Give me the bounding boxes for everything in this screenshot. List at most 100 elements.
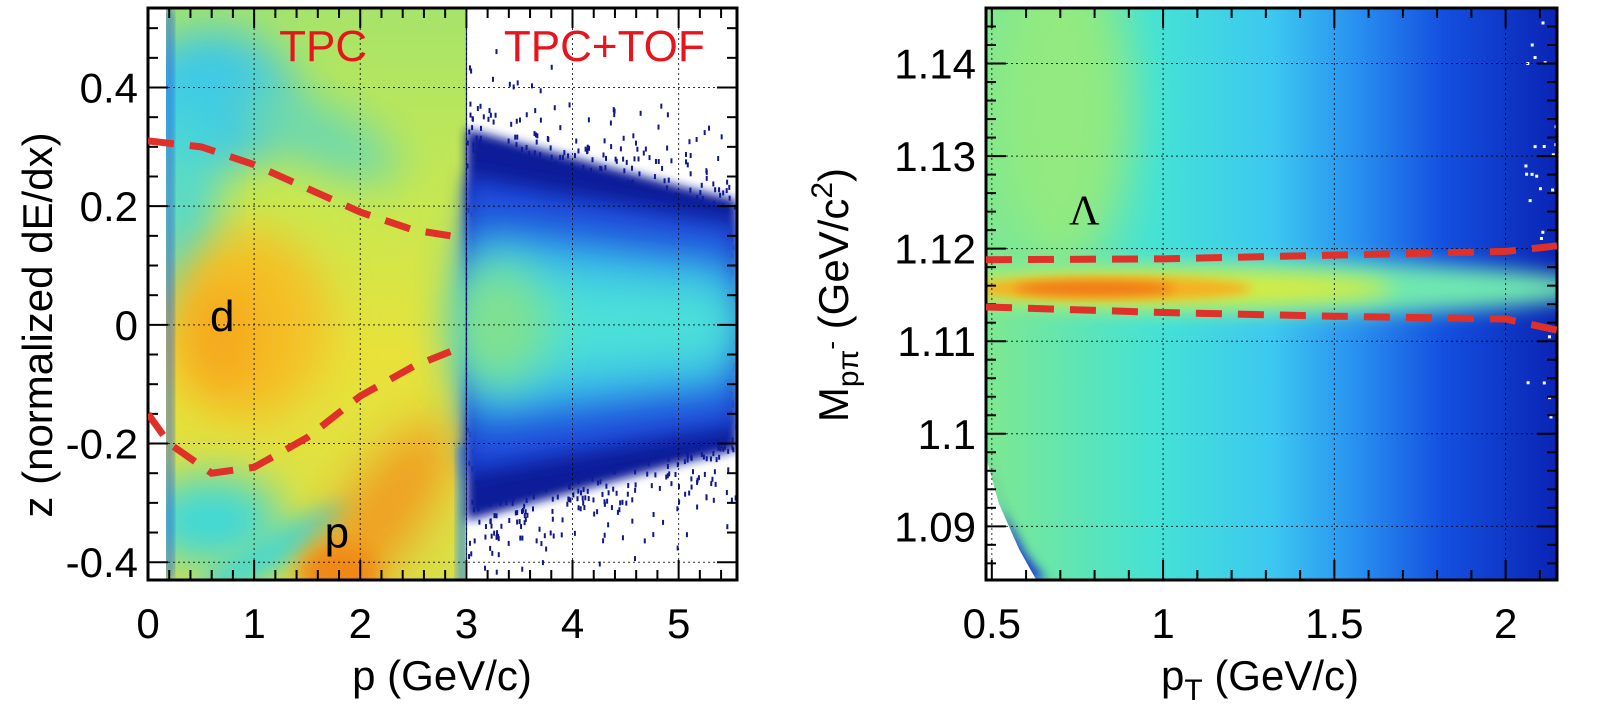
heatmap-point	[470, 68, 473, 74]
heatmap-point	[727, 467, 730, 473]
heatmap-empty-bin	[1530, 43, 1534, 47]
heatmap-point	[519, 535, 522, 541]
heatmap-point	[607, 522, 610, 528]
heatmap-point	[491, 550, 494, 556]
heatmap-empty-bin	[1528, 199, 1532, 203]
heatmap-point	[662, 519, 665, 525]
heatmap-point	[714, 187, 717, 193]
heatmap-point	[627, 483, 630, 489]
heatmap-point	[685, 151, 688, 157]
heatmap-point	[592, 497, 595, 503]
heatmap-point	[685, 532, 688, 538]
heatmap-point	[654, 158, 657, 164]
heatmap-point	[658, 485, 661, 491]
heatmap-point	[714, 481, 717, 487]
heatmap-point	[638, 171, 641, 177]
heatmap-point	[547, 137, 550, 143]
heatmap-point	[586, 149, 589, 155]
heatmap-empty-bin	[1542, 381, 1546, 385]
heatmap-empty-bin	[1549, 415, 1553, 419]
heatmap-point	[632, 133, 635, 139]
heatmap-point	[718, 187, 721, 193]
heatmap-point	[553, 105, 556, 111]
heatmap-point	[518, 519, 521, 525]
heatmap-point	[484, 534, 487, 540]
heatmap-point	[573, 153, 576, 159]
heatmap-point	[550, 64, 553, 70]
heatmap-point	[603, 501, 606, 507]
cut-line-lower	[148, 348, 452, 477]
heatmap-point	[728, 195, 731, 201]
heatmap-point	[726, 179, 729, 185]
heatmap-point	[479, 125, 482, 131]
heatmap-point	[605, 155, 608, 161]
y-axis-title: z (normalized dE/dx)	[14, 132, 61, 517]
heatmap-point	[581, 495, 584, 501]
heatmap-point	[538, 526, 541, 532]
heatmap-point	[580, 490, 583, 496]
x-tick-label: 2	[349, 600, 372, 647]
heatmap-point	[588, 145, 591, 151]
heatmap-point	[725, 188, 728, 194]
heatmap-point	[616, 509, 619, 515]
y-tick-label: 0.4	[80, 65, 138, 112]
heatmap-cell	[990, 8, 1131, 270]
x-tick-label: 0.5	[963, 600, 1021, 647]
heatmap-point	[487, 116, 490, 122]
heatmap-point	[631, 518, 634, 524]
heatmap-point	[522, 507, 525, 513]
heatmap-point	[717, 156, 720, 162]
heatmap-point	[516, 519, 519, 525]
heatmap-point	[484, 565, 487, 571]
heatmap-point	[534, 108, 537, 114]
heatmap-point	[705, 168, 708, 174]
heatmap-point	[484, 524, 487, 530]
cut-line-lower	[986, 303, 1557, 334]
heatmap-point	[516, 80, 519, 86]
heatmap-point	[612, 107, 615, 113]
heatmap-point	[473, 538, 476, 544]
heatmap-point	[668, 471, 671, 477]
heatmap-lambda-peak-core	[1014, 281, 1175, 296]
heatmap-point	[521, 535, 524, 541]
heatmap-point	[618, 507, 621, 513]
heatmap-empty-bin	[1533, 145, 1537, 149]
y-tick-label: 0	[115, 302, 138, 349]
heatmap-point	[495, 49, 498, 55]
heatmap-point	[525, 112, 528, 118]
heatmap-point	[652, 512, 655, 518]
heatmap-point	[712, 497, 715, 503]
heatmap-point	[726, 524, 729, 530]
heatmap-point	[575, 138, 578, 144]
heatmap-point	[653, 174, 656, 180]
heatmap-point	[670, 158, 673, 164]
heatmap-point	[648, 155, 651, 161]
heatmap-point	[468, 540, 471, 546]
heatmap-point	[643, 538, 646, 544]
heatmap-point	[561, 517, 564, 523]
heatmap-point	[549, 530, 552, 536]
heatmap-empty-bin	[1538, 187, 1542, 191]
heatmap-point	[666, 473, 669, 479]
heatmap-point	[661, 165, 664, 171]
y-tick-label: 1.14	[894, 41, 976, 88]
heatmap-point	[479, 103, 482, 109]
x-axis-title: pT (GeV/c)	[1161, 652, 1359, 707]
heatmap-point	[615, 490, 618, 496]
heatmap-point	[533, 131, 536, 137]
heatmap-point	[493, 530, 496, 536]
heatmap-point	[602, 152, 605, 158]
heatmap-empty-bin	[1551, 153, 1555, 157]
heatmap-point	[535, 538, 538, 544]
y-tick-label: -0.4	[66, 539, 138, 586]
heatmap-empty-bin	[1542, 145, 1546, 149]
heatmap-point	[686, 162, 689, 168]
x-tick-label: 1	[1151, 600, 1174, 647]
heatmap-point	[684, 491, 687, 497]
heatmap-tpc-region	[166, 8, 465, 580]
heatmap-point	[535, 139, 538, 145]
heatmap-point	[582, 487, 585, 493]
heatmap-point	[711, 476, 714, 482]
heatmap-point	[705, 495, 708, 501]
